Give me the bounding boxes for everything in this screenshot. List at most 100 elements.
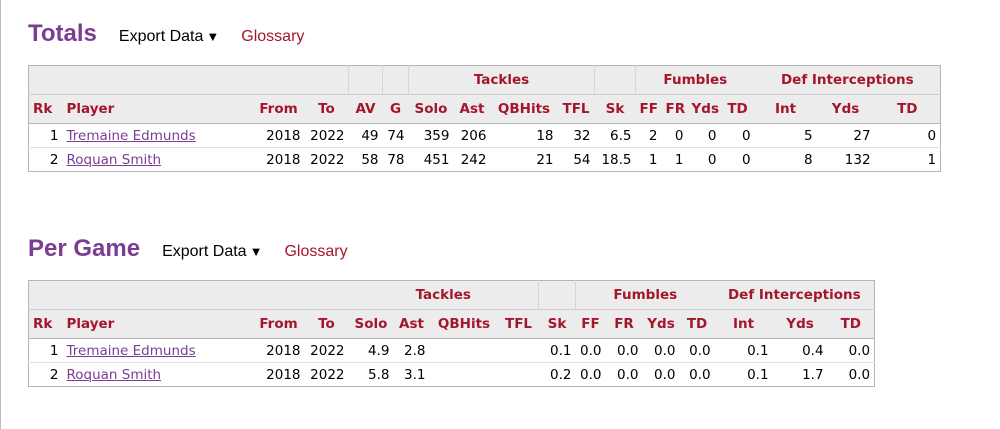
player-link[interactable]: Tremaine Edmunds xyxy=(66,342,196,359)
column-header[interactable]: QBHits xyxy=(429,309,499,339)
stat-cell: 74 xyxy=(382,123,409,148)
stat-cell xyxy=(499,363,539,387)
stat-cell: 0.0 xyxy=(617,366,639,383)
stat-cell: 1 xyxy=(648,151,658,168)
stat-cell: 18.5 xyxy=(601,151,632,168)
column-header[interactable]: To xyxy=(304,94,349,124)
stat-cell: 6.5 xyxy=(594,123,636,148)
stat-cell: 451 xyxy=(423,151,450,168)
stat-cell: 2.8 xyxy=(393,338,430,363)
column-header[interactable]: Solo xyxy=(348,309,394,339)
stat-cell: 0 xyxy=(661,123,688,148)
player-cell: Tremaine Edmunds xyxy=(62,123,253,148)
left-border xyxy=(0,0,1,429)
column-header[interactable]: Yds xyxy=(687,94,721,124)
per-game-def-int-group: Def Interceptions xyxy=(714,280,875,310)
column-header[interactable]: G xyxy=(382,94,409,124)
column-header[interactable]: Yds xyxy=(642,309,680,339)
column-header[interactable]: Solo xyxy=(408,94,454,124)
column-header[interactable]: Ast xyxy=(453,94,491,124)
column-header[interactable]: Ast xyxy=(393,309,430,339)
stat-cell: 78 xyxy=(387,151,405,168)
stat-cell: 0.0 xyxy=(654,366,676,383)
totals-fumbles-group: Fumbles xyxy=(635,65,755,95)
per-game-glossary-link[interactable]: Glossary xyxy=(284,243,348,260)
column-header[interactable]: From xyxy=(252,94,305,124)
stat-cell: 0.4 xyxy=(772,338,828,363)
stat-cell: 18 xyxy=(490,123,558,148)
stat-cell: 32 xyxy=(557,123,595,148)
stat-cell: 5.8 xyxy=(368,366,390,383)
column-header[interactable]: From xyxy=(252,309,305,339)
column-header[interactable]: Int xyxy=(754,94,817,124)
player-link[interactable]: Tremaine Edmunds xyxy=(66,127,196,144)
per-game-fumbles-group: Fumbles xyxy=(575,280,715,310)
column-header[interactable]: TFL xyxy=(557,94,595,124)
table-row: 1 Tremaine Edmunds 2018 2022 49 74 359 206 18 32 6… xyxy=(28,123,941,148)
column-header[interactable]: Player xyxy=(62,309,253,339)
column-header[interactable]: TD xyxy=(679,309,715,339)
stat-cell: 2018 xyxy=(266,366,301,383)
totals-export-data-button[interactable]: Export Data ▼ xyxy=(119,28,219,46)
stat-cell: 206 xyxy=(453,123,491,148)
stat-cell: 3.1 xyxy=(404,366,426,383)
per-game-over-header: Tackles Fumbles Def Interceptions xyxy=(28,280,875,310)
column-header[interactable]: AV xyxy=(348,94,383,124)
per-game-column-headers: Rk Player From To Solo Ast QBHits TFL Sk FF FR Yds T… xyxy=(28,309,875,339)
stat-cell: 4.9 xyxy=(348,338,394,363)
column-header[interactable]: TFL xyxy=(498,309,539,339)
column-header[interactable]: Player xyxy=(62,94,253,124)
totals-glossary-link[interactable]: Glossary xyxy=(241,28,305,45)
column-header[interactable]: Sk xyxy=(594,94,636,124)
stat-cell: 2 xyxy=(635,123,662,148)
column-header[interactable]: FR xyxy=(661,94,688,124)
stat-cell: 2022 xyxy=(304,338,349,363)
player-cell: Roquan Smith xyxy=(63,363,253,387)
player-link[interactable]: Roquan Smith xyxy=(66,151,162,168)
column-header[interactable]: QBHits xyxy=(490,94,558,124)
column-header[interactable]: TD xyxy=(874,94,941,124)
stat-cell: 49 xyxy=(348,123,383,148)
stat-cell: 0.0 xyxy=(848,366,871,383)
column-header[interactable]: Yds xyxy=(816,94,875,124)
column-header[interactable]: Yds xyxy=(772,309,828,339)
column-header[interactable]: To xyxy=(304,309,349,339)
column-header[interactable]: Sk xyxy=(538,309,576,339)
stat-cell: 0.0 xyxy=(679,338,715,363)
totals-def-int-group: Def Interceptions xyxy=(754,65,941,95)
column-header[interactable]: FF xyxy=(575,309,606,339)
column-header[interactable]: Rk xyxy=(28,309,63,339)
stat-cell: 8 xyxy=(803,151,813,168)
stat-cell: 0.1 xyxy=(714,338,773,363)
stat-cell: 2022 xyxy=(310,366,345,383)
per-game-tackles-group: Tackles xyxy=(348,280,539,310)
column-header[interactable]: TD xyxy=(720,94,755,124)
stat-cell: 1 xyxy=(28,338,63,363)
column-header[interactable]: Int xyxy=(714,309,773,339)
stat-cell: 1 xyxy=(674,151,684,168)
stat-cell: 0.1 xyxy=(747,366,769,383)
totals-over-header: Tackles Fumbles Def Interceptions xyxy=(28,65,941,95)
stat-cell: 0.0 xyxy=(827,338,875,363)
stat-cell: 242 xyxy=(460,151,487,168)
stat-cell: 27 xyxy=(816,123,875,148)
stat-cell: 2018 xyxy=(252,123,305,148)
stat-cell xyxy=(498,338,539,363)
column-header[interactable]: FF xyxy=(635,94,662,124)
caret-down-icon: ▼ xyxy=(249,244,263,259)
stat-cell: 2 xyxy=(49,366,59,383)
stat-cell: 1 xyxy=(28,123,63,148)
export-label: Export Data xyxy=(162,243,247,260)
stat-cell: 0.0 xyxy=(642,338,680,363)
column-header[interactable]: TD xyxy=(827,309,875,339)
stat-cell: 5 xyxy=(754,123,817,148)
column-header[interactable]: Rk xyxy=(28,94,63,124)
caret-down-icon: ▼ xyxy=(206,29,220,44)
player-link[interactable]: Roquan Smith xyxy=(66,366,162,383)
stat-cell: 0 xyxy=(720,123,755,148)
totals-table: Tackles Fumbles Def Interceptions Rk Play… xyxy=(28,65,942,172)
column-header[interactable]: FR xyxy=(605,309,643,339)
stat-cell: 2 xyxy=(49,151,59,168)
per-game-export-data-button[interactable]: Export Data ▼ xyxy=(162,243,262,261)
stat-cell: 0 xyxy=(687,123,721,148)
